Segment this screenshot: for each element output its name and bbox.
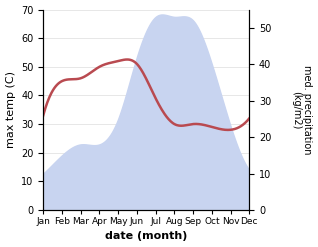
Y-axis label: max temp (C): max temp (C)	[5, 71, 16, 148]
Y-axis label: med. precipitation
(kg/m2): med. precipitation (kg/m2)	[291, 65, 313, 155]
X-axis label: date (month): date (month)	[105, 231, 187, 242]
